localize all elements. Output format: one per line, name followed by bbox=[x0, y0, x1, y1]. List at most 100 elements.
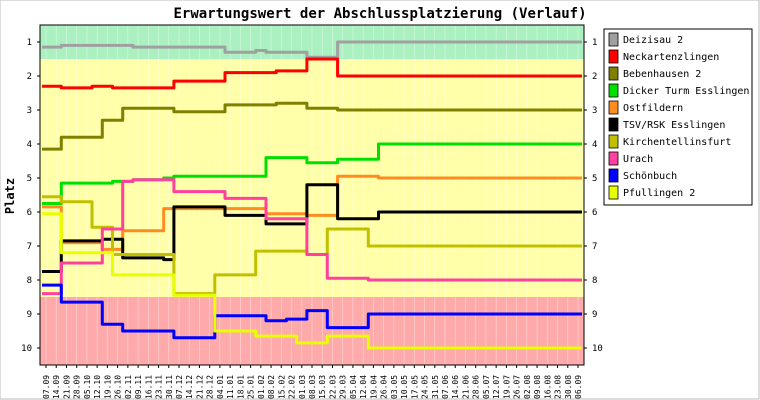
x-tick-label: 16.11 bbox=[144, 375, 153, 399]
series-line bbox=[42, 101, 582, 151]
legend-label: Urach bbox=[623, 154, 653, 165]
legend-swatch bbox=[608, 100, 619, 115]
x-tick-label: 26.04 bbox=[380, 375, 389, 399]
x-tick-label: 18.01 bbox=[236, 375, 245, 399]
x-tick-label: 07.06 bbox=[441, 375, 450, 399]
x-tick-label: 19.07 bbox=[502, 375, 511, 399]
legend-box bbox=[603, 28, 753, 206]
x-tick-label: 28.06 bbox=[472, 375, 481, 399]
x-tick-label: 09.08 bbox=[533, 375, 542, 399]
y-tick-label: 3 bbox=[27, 106, 32, 116]
x-tick-label: 08.03 bbox=[308, 375, 317, 399]
legend-label: Schönbuch bbox=[623, 171, 677, 182]
x-tick-label: 14.06 bbox=[451, 375, 460, 399]
x-tick-label: 19.04 bbox=[369, 375, 378, 399]
y-axis-label: Platz bbox=[3, 178, 17, 214]
x-tick-label: 23.11 bbox=[155, 375, 164, 399]
legend-label: TSV/RSK Esslingen bbox=[623, 120, 725, 131]
y-tick-label: 7 bbox=[592, 242, 597, 252]
x-tick-label: 21.12 bbox=[195, 375, 204, 399]
y-tick-label: 10 bbox=[592, 344, 603, 354]
x-tick-label: 22.03 bbox=[328, 375, 337, 399]
y-tick-label: 3 bbox=[592, 106, 597, 116]
series-lines bbox=[42, 40, 582, 350]
y-tick-label: 8 bbox=[592, 276, 597, 286]
y-tick-label: 7 bbox=[27, 242, 32, 252]
legend-swatch bbox=[608, 168, 619, 183]
y-tick-label: 1 bbox=[27, 38, 32, 48]
y-tick-label: 2 bbox=[27, 72, 32, 82]
x-tick-label: 26.10 bbox=[114, 375, 123, 399]
x-tick-label: 28.12 bbox=[206, 375, 215, 399]
x-tick-label: 10.05 bbox=[400, 375, 409, 399]
x-tick-label: 21.09 bbox=[62, 375, 71, 399]
x-tick-label: 21.06 bbox=[461, 375, 470, 399]
legend: Deizisau 2 Neckartenzlingen Bebenhausen 2 D… bbox=[603, 28, 753, 206]
y-tick-label: 9 bbox=[592, 310, 597, 320]
x-tick-label: 16.08 bbox=[543, 375, 552, 399]
y-tick-label: 1 bbox=[592, 38, 597, 48]
y-tick-label: 9 bbox=[27, 310, 32, 320]
x-tick-label: 26.07 bbox=[513, 375, 522, 399]
legend-swatch bbox=[608, 117, 619, 132]
x-tick-label: 12.07 bbox=[492, 375, 501, 399]
y-axis-ticks: 1 1 2 2 3 3 4 4 5 5 6 6 7 7 8 8 9 9 10 10 bbox=[21, 38, 603, 354]
x-tick-label: 09.11 bbox=[134, 375, 143, 399]
y-tick-label: 4 bbox=[27, 140, 32, 150]
grid-lines bbox=[45, 25, 579, 365]
x-tick-label: 11.01 bbox=[226, 375, 235, 399]
legend-label: Neckartenzlingen bbox=[623, 52, 719, 63]
x-tick-label: 23.08 bbox=[554, 375, 563, 399]
series-line bbox=[42, 212, 582, 350]
x-tick-label: 15.03 bbox=[318, 375, 327, 399]
x-tick-label: 12.10 bbox=[93, 375, 102, 399]
legend-swatch bbox=[608, 151, 619, 166]
x-tick-label: 05.04 bbox=[349, 375, 358, 399]
x-tick-label: 25.01 bbox=[247, 375, 256, 399]
legend-label: Ostfildern bbox=[623, 103, 683, 114]
x-tick-label: 05.10 bbox=[83, 375, 92, 399]
x-tick-label: 01.03 bbox=[298, 375, 307, 399]
x-tick-label: 07.09 bbox=[42, 375, 51, 399]
y-tick-label: 6 bbox=[592, 208, 597, 218]
y-tick-label: 5 bbox=[592, 174, 597, 184]
x-tick-label: 04.01 bbox=[216, 375, 225, 399]
x-tick-label: 30.08 bbox=[564, 375, 573, 399]
legend-label: Bebenhausen 2 bbox=[623, 69, 701, 80]
chart-title: Erwartungswert der Abschlussplatzierung … bbox=[173, 6, 586, 22]
series-line bbox=[42, 283, 582, 340]
series-line bbox=[42, 195, 582, 296]
x-tick-label: 28.09 bbox=[73, 375, 82, 399]
y-tick-label: 8 bbox=[27, 276, 32, 286]
legend-label: Dicker Turm Esslingen bbox=[623, 86, 749, 97]
x-tick-label: 05.07 bbox=[482, 375, 491, 399]
series-line bbox=[42, 178, 582, 296]
legend-swatch bbox=[608, 49, 619, 64]
x-tick-label: 24.05 bbox=[421, 375, 430, 399]
legend-swatch bbox=[608, 32, 619, 47]
y-tick-label: 10 bbox=[21, 344, 32, 354]
x-tick-label: 12.04 bbox=[359, 375, 368, 399]
y-tick-label: 4 bbox=[592, 140, 597, 150]
x-tick-label: 03.05 bbox=[390, 375, 399, 399]
x-tick-label: 07.12 bbox=[175, 375, 184, 399]
y-tick-label: 5 bbox=[27, 174, 32, 184]
x-tick-label: 19.10 bbox=[103, 375, 112, 399]
x-tick-label: 14.12 bbox=[185, 375, 194, 399]
x-axis-ticks: 07.09 14.09 21.09 28.09 05.10 12.10 19.10 26.10… bbox=[42, 365, 583, 399]
x-tick-label: 14.09 bbox=[52, 375, 61, 399]
x-tick-label: 15.02 bbox=[277, 375, 286, 399]
legend-label: Kirchentellinsfurt bbox=[623, 137, 731, 148]
x-tick-label: 01.02 bbox=[257, 375, 266, 399]
legend-swatch bbox=[608, 134, 619, 149]
x-tick-label: 30.11 bbox=[165, 375, 174, 399]
legend-label: Pfullingen 2 bbox=[623, 188, 695, 199]
legend-swatch bbox=[608, 185, 619, 200]
x-tick-label: 31.05 bbox=[431, 375, 440, 399]
x-tick-label: 17.05 bbox=[410, 375, 419, 399]
x-tick-label: 29.03 bbox=[339, 375, 348, 399]
series-line bbox=[42, 40, 582, 59]
x-tick-label: 02.11 bbox=[124, 375, 133, 399]
